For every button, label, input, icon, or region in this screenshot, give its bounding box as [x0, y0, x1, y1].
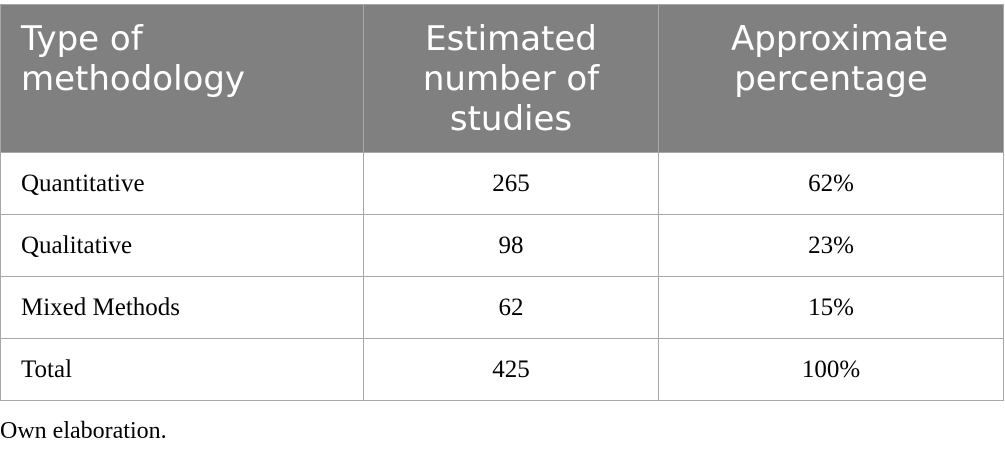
table-body: Quantitative 265 62% Qualitative 98 23% … — [0, 152, 1004, 401]
cell-percentage: 62% — [658, 152, 1004, 215]
table-source-note: Own elaboration. — [0, 418, 167, 444]
cell-percentage: 23% — [658, 214, 1004, 277]
cell-methodology: Quantitative — [0, 152, 364, 215]
cell-methodology: Mixed Methods — [0, 276, 364, 339]
column-header-methodology: Type of methodology — [0, 4, 364, 153]
cell-percentage: 15% — [658, 276, 1004, 339]
cell-number-of-studies: 62 — [363, 276, 659, 339]
cell-methodology: Qualitative — [0, 214, 364, 277]
cell-methodology: Total — [0, 338, 364, 401]
cell-percentage: 100% — [658, 338, 1004, 401]
table-row: Mixed Methods 62 15% — [0, 276, 1004, 339]
column-header-number-of-studies: Estimated number of studies — [363, 4, 659, 153]
table-row: Qualitative 98 23% — [0, 214, 1004, 277]
cell-number-of-studies: 425 — [363, 338, 659, 401]
cell-number-of-studies: 265 — [363, 152, 659, 215]
table-header: Type of methodology Estimated number of … — [0, 4, 1004, 153]
methodology-table-container: Type of methodology Estimated number of … — [0, 4, 1004, 401]
table-row-total: Total 425 100% — [0, 338, 1004, 401]
column-header-percentage: Approximate percentage — [658, 4, 1004, 153]
cell-number-of-studies: 98 — [363, 214, 659, 277]
methodology-table: Type of methodology Estimated number of … — [0, 4, 1004, 401]
header-row: Type of methodology Estimated number of … — [0, 4, 1004, 153]
table-row: Quantitative 265 62% — [0, 152, 1004, 215]
